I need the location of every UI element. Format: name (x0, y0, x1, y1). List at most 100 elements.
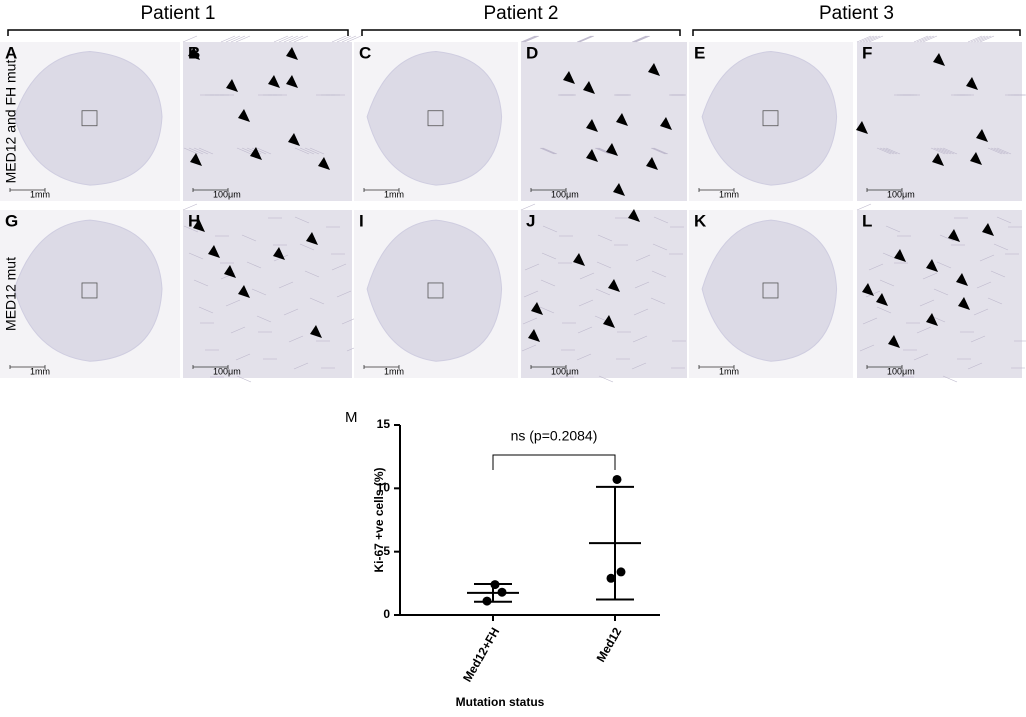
panel-background (183, 42, 352, 201)
micrograph-panel: J 100μm (520, 203, 687, 383)
arrowhead (208, 245, 220, 258)
fiber (876, 147, 892, 155)
fiber (868, 35, 884, 43)
scale-bar (866, 365, 903, 369)
arrowhead (956, 273, 968, 286)
column-header: Patient 1 (141, 3, 216, 24)
panel-letter: G (5, 211, 18, 230)
arrowhead (224, 265, 236, 278)
arrowhead (586, 149, 598, 162)
scale-label: 1mm (30, 189, 50, 199)
fiber (939, 234, 955, 242)
arrowhead (888, 335, 900, 348)
panel-background (857, 42, 1022, 201)
arrowhead (933, 53, 945, 66)
arrowhead (616, 113, 628, 126)
fiber (278, 281, 294, 289)
arrowhead (268, 75, 280, 88)
fiber (635, 35, 651, 43)
fiber (236, 375, 252, 383)
arrowhead (586, 119, 598, 132)
fiber (936, 147, 952, 155)
fiber (520, 35, 536, 43)
column-header: Patient 2 (484, 3, 559, 24)
fiber (868, 263, 884, 271)
fiber (942, 147, 958, 155)
fiber (631, 35, 647, 43)
micrograph-panel: I 1mm (354, 210, 518, 378)
fiber (304, 147, 320, 155)
fiber (341, 317, 357, 325)
fiber (220, 35, 236, 43)
fiber (331, 35, 347, 43)
column-header: Patient 3 (819, 3, 894, 24)
micrograph-panel: K 1mm (689, 210, 853, 378)
micrograph-panel: E 1mm (689, 42, 853, 201)
fiber (967, 35, 983, 43)
scale-bar (530, 365, 567, 369)
scale-bar (698, 365, 735, 369)
arrowhead (318, 157, 330, 170)
zoom-box (81, 110, 98, 127)
panel-background (857, 210, 1022, 378)
panel-letter: F (862, 43, 872, 62)
fiber (236, 147, 252, 155)
tissue-section (13, 219, 163, 362)
tissue-section (701, 51, 838, 186)
fiber (225, 35, 241, 43)
arrowhead (958, 297, 970, 310)
significance-label: ns (p=0.2084) (511, 428, 598, 444)
header-bracket (692, 29, 1021, 36)
y-tick-label: 5 (383, 544, 390, 558)
scale-label: 1mm (384, 366, 404, 376)
fiber (336, 290, 352, 298)
fiber (652, 243, 668, 251)
fiber (294, 147, 310, 155)
fiber (542, 225, 558, 233)
scale-bar (192, 188, 229, 192)
arrowhead (531, 302, 543, 315)
scale-label: 1mm (719, 366, 739, 376)
fiber (936, 261, 952, 269)
fiber (632, 335, 648, 343)
fiber (973, 35, 989, 43)
tissue-section (366, 219, 503, 362)
arrowhead (608, 279, 620, 292)
panel-letter: C (359, 43, 371, 62)
fiber (540, 147, 556, 155)
scale-label: 100μm (887, 189, 915, 199)
fiber (976, 281, 992, 289)
fiber (193, 279, 209, 287)
fiber (987, 147, 1003, 155)
arrowhead (926, 313, 938, 326)
fiber (930, 147, 946, 155)
fiber (230, 35, 246, 43)
fiber (188, 252, 204, 260)
fiber (970, 335, 986, 343)
tissue-section (366, 51, 503, 186)
arrowhead (273, 247, 285, 260)
fiber (990, 147, 1006, 155)
fiber (241, 234, 257, 242)
fiber (521, 344, 537, 352)
fiber (970, 35, 986, 43)
fiber (913, 35, 929, 43)
arrowhead (188, 47, 200, 60)
scale-bar (9, 188, 46, 192)
fiber (862, 317, 878, 325)
scale-label: 100μm (551, 366, 579, 376)
arrowhead (894, 249, 906, 262)
fiber (979, 254, 995, 262)
fiber (976, 35, 992, 43)
fiber (293, 362, 309, 370)
fiber (598, 375, 614, 383)
arrowhead (926, 259, 938, 272)
fiber (634, 35, 650, 43)
fiber (933, 288, 949, 296)
scale-bar (530, 188, 567, 192)
arrowhead (286, 47, 298, 60)
panel-letter: H (188, 211, 200, 230)
arrowhead (613, 183, 625, 196)
fiber (922, 35, 938, 43)
arrowhead (226, 79, 238, 92)
